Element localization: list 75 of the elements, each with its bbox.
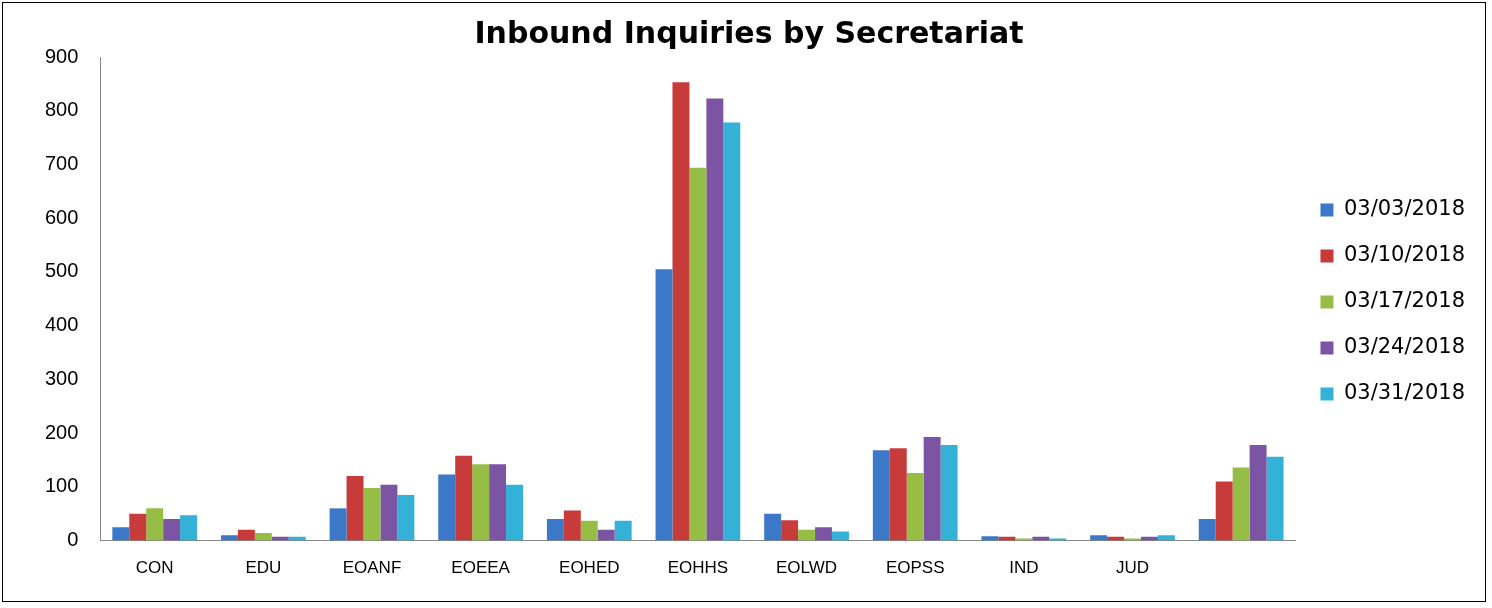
y-tick-label: 700 xyxy=(44,151,79,174)
bar xyxy=(563,510,581,541)
bar xyxy=(1232,467,1250,541)
x-tick-label: IND xyxy=(1009,558,1039,578)
y-tick-label: 400 xyxy=(44,313,79,336)
bar xyxy=(237,529,255,541)
y-tick-label: 0 xyxy=(67,528,79,551)
bar xyxy=(614,520,632,541)
y-tick-label: 200 xyxy=(44,420,79,443)
bar xyxy=(1124,538,1141,541)
bar xyxy=(723,122,741,541)
bar xyxy=(706,98,724,541)
legend-label: 03/31/2018 xyxy=(1343,380,1466,405)
bar xyxy=(798,529,816,541)
x-tick-label: EOPSS xyxy=(885,558,945,578)
bar xyxy=(981,536,999,541)
bar xyxy=(546,519,564,541)
bar xyxy=(1157,535,1175,541)
x-tick-label: EOANF xyxy=(342,558,402,578)
bar xyxy=(1198,519,1216,541)
bar xyxy=(380,484,398,541)
bar xyxy=(438,474,456,541)
bar xyxy=(346,476,364,541)
bar xyxy=(1215,481,1233,541)
bar xyxy=(1090,535,1108,541)
bar xyxy=(872,450,890,541)
bar xyxy=(254,533,272,541)
bar xyxy=(889,448,907,541)
y-tick-label: 100 xyxy=(44,474,79,497)
legend-label: 03/03/2018 xyxy=(1343,196,1466,221)
legend-label: 03/10/2018 xyxy=(1343,242,1466,267)
bar xyxy=(831,531,849,541)
bar xyxy=(940,444,958,541)
x-tick-label: CON xyxy=(135,558,174,578)
bar xyxy=(506,484,523,541)
bar xyxy=(655,269,673,541)
x-tick-label: EOHHS xyxy=(667,558,729,578)
bar xyxy=(781,520,799,541)
bar xyxy=(397,494,415,541)
bar xyxy=(472,464,490,541)
y-tick-label: 800 xyxy=(44,98,79,121)
bar xyxy=(815,527,832,541)
bar xyxy=(180,515,198,541)
bar xyxy=(112,527,130,541)
bar xyxy=(146,508,164,541)
bar xyxy=(329,508,347,541)
bar xyxy=(597,529,615,541)
bar xyxy=(163,519,181,541)
bar xyxy=(1249,444,1267,541)
y-tick-label: 900 xyxy=(44,44,79,67)
bar xyxy=(906,472,924,541)
bar xyxy=(489,464,507,541)
x-tick-label: JUD xyxy=(1115,558,1150,578)
bar xyxy=(923,436,941,541)
bar xyxy=(220,535,238,541)
y-tick-label: 500 xyxy=(44,259,79,282)
bar xyxy=(455,455,473,541)
x-tick-label: EOEEA xyxy=(451,558,511,578)
x-tick-label: EOLWD xyxy=(776,558,838,578)
bar xyxy=(672,82,690,541)
bar xyxy=(1049,538,1067,541)
bar xyxy=(689,167,707,541)
x-tick-label: EOHED xyxy=(559,558,620,578)
bar xyxy=(363,487,381,541)
bar xyxy=(129,513,147,541)
bar xyxy=(1015,538,1033,541)
bar xyxy=(764,513,782,541)
y-tick-label: 600 xyxy=(44,205,79,228)
y-tick-label: 300 xyxy=(44,366,79,389)
x-tick-label: EDU xyxy=(245,558,282,578)
bar xyxy=(580,520,598,541)
legend-label: 03/24/2018 xyxy=(1343,334,1466,359)
bar xyxy=(1266,456,1284,541)
legend-label: 03/17/2018 xyxy=(1343,288,1466,313)
chart-title: Inbound Inquiries by Secretariat xyxy=(474,14,1024,50)
